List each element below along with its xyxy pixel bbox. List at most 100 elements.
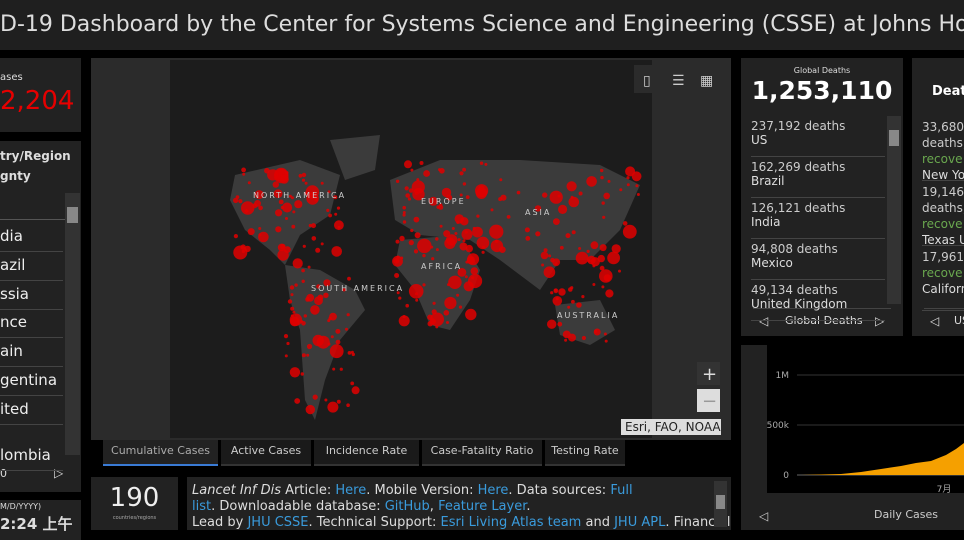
case-dot[interactable] [347, 276, 351, 281]
us-row[interactable]: 19,146 deaths, recove Texas U [922, 181, 964, 246]
case-dot[interactable] [554, 262, 558, 266]
case-dot[interactable] [402, 220, 407, 224]
case-dot[interactable] [600, 175, 604, 180]
case-dot[interactable] [458, 305, 463, 309]
case-dot[interactable] [618, 269, 621, 273]
case-dot[interactable] [404, 160, 412, 169]
case-dot[interactable] [283, 334, 289, 339]
zoom-out[interactable] [697, 389, 720, 412]
case-dot[interactable] [308, 223, 312, 228]
case-dot[interactable] [541, 263, 545, 267]
case-dot[interactable] [320, 181, 324, 185]
case-dot[interactable] [294, 283, 298, 287]
case-dot[interactable] [395, 179, 400, 183]
case-dot[interactable] [336, 206, 341, 210]
case-dot[interactable] [327, 401, 339, 413]
case-dot[interactable] [351, 386, 360, 395]
case-dot[interactable] [258, 231, 269, 243]
basemap-icon[interactable]: ▦ [700, 73, 713, 89]
case-dot[interactable] [431, 309, 437, 315]
bookmark-icon[interactable]: ▯ [643, 73, 651, 89]
case-dot[interactable] [277, 249, 289, 261]
case-dot[interactable] [542, 192, 548, 198]
case-dot[interactable] [462, 239, 466, 243]
case-dot[interactable] [475, 184, 489, 198]
case-dot[interactable] [414, 232, 421, 239]
case-dot[interactable] [294, 398, 301, 404]
case-dot[interactable] [552, 296, 563, 306]
link[interactable]: Feature Layer [438, 499, 527, 514]
case-dot[interactable] [559, 245, 564, 250]
case-dot[interactable] [484, 162, 488, 166]
case-dot[interactable] [576, 302, 582, 308]
case-dot[interactable] [314, 296, 323, 306]
case-dot[interactable] [311, 223, 316, 229]
case-dot[interactable] [543, 266, 556, 278]
case-dot[interactable] [594, 329, 598, 333]
case-dot[interactable] [350, 381, 355, 386]
case-dot[interactable] [423, 170, 430, 177]
case-dot[interactable] [275, 209, 283, 217]
case-dot[interactable] [586, 176, 597, 187]
case-dot[interactable] [285, 217, 288, 220]
case-dot[interactable] [306, 353, 310, 357]
case-dot[interactable] [241, 167, 247, 173]
country-row[interactable]: azil [0, 252, 63, 281]
case-dot[interactable] [500, 194, 507, 201]
case-dot[interactable] [441, 187, 452, 198]
country-row[interactable]: gentina [0, 367, 63, 396]
case-dot[interactable] [479, 161, 484, 165]
case-dot[interactable] [524, 227, 530, 233]
case-dot[interactable] [327, 190, 331, 194]
case-dot[interactable] [603, 274, 611, 282]
case-dot[interactable] [619, 188, 623, 192]
case-dot[interactable] [312, 334, 324, 347]
case-dot[interactable] [305, 404, 315, 415]
case-dot[interactable] [400, 256, 404, 260]
case-dot[interactable] [463, 281, 474, 292]
case-dot[interactable] [301, 178, 306, 182]
case-dot[interactable] [553, 288, 559, 294]
case-dot[interactable] [392, 255, 403, 267]
case-dot[interactable] [350, 350, 354, 354]
case-dot[interactable] [446, 321, 449, 324]
case-dot[interactable] [625, 166, 636, 177]
case-dot[interactable] [346, 403, 350, 408]
case-dot[interactable] [605, 289, 614, 298]
case-dot[interactable] [448, 275, 462, 289]
case-dot[interactable] [586, 249, 590, 253]
case-dot[interactable] [454, 232, 458, 235]
link[interactable]: Esri Living Atlas team [440, 515, 582, 530]
prev[interactable]: ◁ [758, 509, 768, 523]
case-dot[interactable] [558, 288, 566, 296]
zoom-in[interactable] [697, 362, 720, 385]
case-dot[interactable] [422, 283, 426, 287]
case-dot[interactable] [435, 237, 439, 241]
case-dot[interactable] [241, 249, 245, 253]
case-dot[interactable] [323, 292, 329, 298]
case-dot[interactable] [461, 228, 473, 240]
case-dot[interactable] [451, 227, 455, 230]
case-dot[interactable] [535, 231, 541, 237]
case-dot[interactable] [407, 197, 411, 201]
case-dot[interactable] [336, 399, 341, 404]
scrollbar[interactable] [887, 116, 901, 304]
next[interactable]: ▷ [875, 314, 885, 328]
case-dot[interactable] [290, 314, 294, 318]
case-dot[interactable] [329, 344, 344, 359]
tab[interactable]: Case-Fatality Ratio [422, 440, 542, 466]
case-dot[interactable] [415, 298, 419, 302]
link[interactable]: GitHub [384, 499, 430, 514]
case-dot[interactable] [611, 244, 621, 254]
case-dot[interactable] [581, 335, 586, 341]
case-dot[interactable] [292, 310, 296, 314]
country-row[interactable]: ited [0, 396, 63, 425]
case-dot[interactable] [264, 167, 270, 174]
case-dot[interactable] [404, 186, 409, 191]
case-dot[interactable] [622, 221, 628, 226]
case-dot[interactable] [396, 291, 400, 295]
link[interactable]: JHU APL [614, 515, 666, 530]
case-dot[interactable] [300, 372, 304, 376]
case-dot[interactable] [408, 284, 424, 299]
case-dot[interactable] [408, 240, 414, 246]
